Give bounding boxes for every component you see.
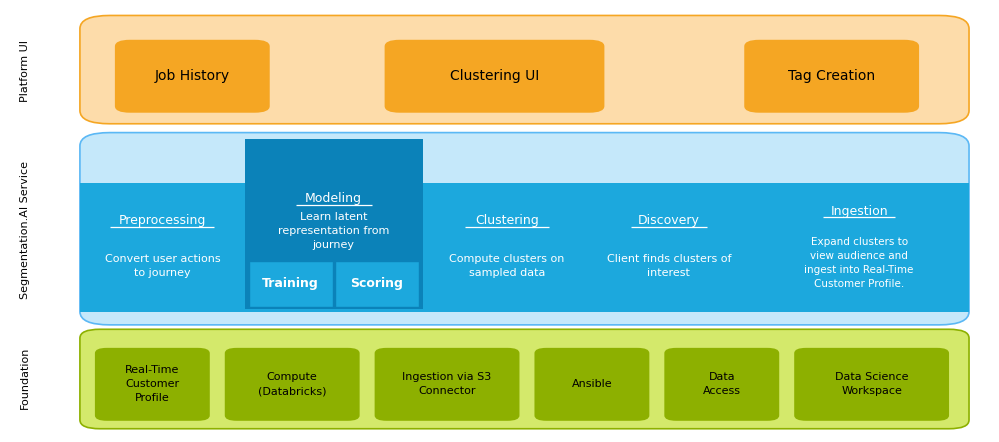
Text: Expand clusters to
view audience and
ingest into Real-Time
Customer Profile.: Expand clusters to view audience and ing… [804, 237, 914, 289]
FancyBboxPatch shape [80, 133, 969, 325]
FancyBboxPatch shape [85, 187, 240, 309]
Text: Ingestion via S3
Connector: Ingestion via S3 Connector [403, 372, 492, 396]
FancyBboxPatch shape [744, 40, 919, 113]
FancyBboxPatch shape [794, 348, 949, 421]
Text: Data Science
Workspace: Data Science Workspace [835, 372, 908, 396]
FancyBboxPatch shape [664, 348, 779, 421]
FancyBboxPatch shape [249, 261, 333, 307]
Text: Convert user actions
to journey: Convert user actions to journey [105, 255, 220, 278]
Text: Foundation: Foundation [20, 347, 30, 409]
FancyBboxPatch shape [80, 183, 969, 312]
Text: Discovery: Discovery [638, 214, 699, 228]
FancyBboxPatch shape [591, 187, 746, 309]
Text: Platform UI: Platform UI [20, 40, 30, 102]
Text: Segmentation.AI Service: Segmentation.AI Service [20, 161, 30, 299]
Text: Compute clusters on
sampled data: Compute clusters on sampled data [450, 255, 564, 278]
Text: Learn latent
representation from
journey: Learn latent representation from journey [278, 212, 390, 250]
Text: Tag Creation: Tag Creation [788, 69, 875, 83]
Text: Scoring: Scoring [351, 278, 403, 290]
Text: Preprocessing: Preprocessing [119, 214, 206, 228]
Text: Compute
(Databricks): Compute (Databricks) [258, 372, 327, 396]
FancyBboxPatch shape [80, 329, 969, 429]
Text: Real-Time
Customer
Profile: Real-Time Customer Profile [125, 366, 180, 403]
FancyBboxPatch shape [80, 15, 969, 124]
FancyBboxPatch shape [95, 348, 210, 421]
FancyBboxPatch shape [115, 40, 270, 113]
FancyBboxPatch shape [385, 40, 604, 113]
FancyBboxPatch shape [245, 139, 423, 309]
Text: Clustering UI: Clustering UI [450, 69, 539, 83]
Text: Job History: Job History [155, 69, 230, 83]
Text: Ingestion: Ingestion [830, 205, 888, 217]
FancyBboxPatch shape [225, 348, 360, 421]
Text: Modeling: Modeling [305, 192, 363, 205]
Text: Client finds clusters of
interest: Client finds clusters of interest [606, 255, 731, 278]
Text: Clustering: Clustering [476, 214, 538, 228]
FancyBboxPatch shape [335, 261, 419, 307]
FancyBboxPatch shape [375, 348, 519, 421]
Text: Ansible: Ansible [571, 379, 612, 389]
Text: Data
Access: Data Access [702, 372, 741, 396]
FancyBboxPatch shape [430, 187, 584, 309]
Text: Training: Training [263, 278, 319, 290]
FancyBboxPatch shape [534, 348, 649, 421]
FancyBboxPatch shape [753, 187, 965, 309]
